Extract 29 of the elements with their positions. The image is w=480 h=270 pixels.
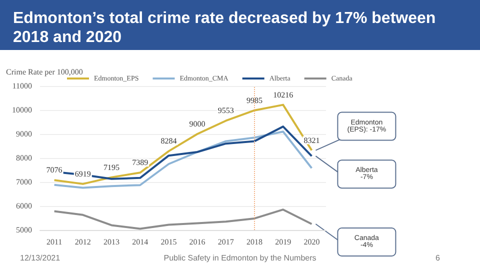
y-tick-label: 10000: [12, 106, 32, 114]
x-tick-label: 2015: [160, 238, 177, 246]
x-tick-label: 2017: [218, 238, 234, 246]
data-label: 7076: [46, 166, 62, 175]
data-label: 9985: [246, 96, 262, 105]
y-tick-label: 6000: [16, 202, 32, 210]
text: 12/13/2021: [20, 254, 61, 262]
data-label: 9553: [218, 106, 234, 116]
y-tick-label: 8000: [16, 154, 32, 162]
y-tick-label: 9000: [16, 130, 32, 138]
data-label: 9000: [189, 120, 206, 128]
x-tick-label: 2018: [246, 238, 262, 246]
data-label: 8284: [160, 136, 177, 146]
y-tick-label: 11000: [12, 82, 32, 90]
x-tick-label: 2011: [46, 238, 62, 246]
data-label: 10216: [273, 90, 294, 100]
data-label: 7389: [132, 158, 148, 168]
x-tick-label: 2019: [275, 238, 292, 246]
y-axis-title: Crime Rate per 100,000: [6, 68, 83, 76]
x-tick-label: 2016: [189, 238, 206, 246]
text: 6: [436, 254, 441, 262]
chart-title: Edmonton’s total crime rate decreased by 17% between 2018 and 2020: [13, 10, 440, 46]
y-tick-label: 5000: [16, 226, 32, 234]
x-tick-label: 2014: [132, 238, 148, 246]
x-tick-label: 2013: [104, 238, 120, 246]
x-tick-label: 2012: [74, 238, 91, 246]
y-tick-label: 7000: [16, 178, 32, 186]
data-label: 7195: [104, 162, 120, 172]
text: Public Safety in Edmonton by the Numbers: [164, 254, 316, 262]
